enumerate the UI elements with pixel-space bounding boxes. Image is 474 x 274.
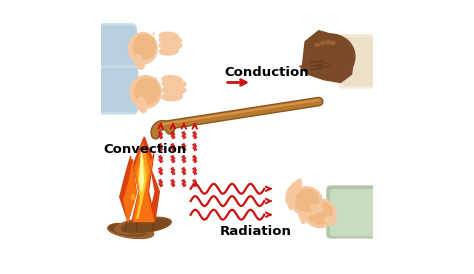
FancyBboxPatch shape bbox=[100, 27, 136, 69]
Ellipse shape bbox=[115, 217, 171, 234]
Ellipse shape bbox=[306, 58, 318, 74]
Ellipse shape bbox=[302, 197, 310, 213]
FancyBboxPatch shape bbox=[327, 186, 377, 238]
Ellipse shape bbox=[159, 42, 182, 50]
Ellipse shape bbox=[121, 219, 170, 233]
Ellipse shape bbox=[108, 224, 154, 239]
Polygon shape bbox=[132, 137, 155, 221]
Ellipse shape bbox=[109, 224, 147, 236]
Ellipse shape bbox=[304, 199, 336, 228]
FancyBboxPatch shape bbox=[97, 24, 136, 72]
Ellipse shape bbox=[291, 187, 322, 215]
Ellipse shape bbox=[299, 201, 307, 218]
FancyBboxPatch shape bbox=[343, 38, 376, 85]
Ellipse shape bbox=[288, 192, 295, 209]
Ellipse shape bbox=[307, 34, 355, 79]
Ellipse shape bbox=[326, 41, 331, 44]
Ellipse shape bbox=[162, 76, 182, 84]
Ellipse shape bbox=[133, 35, 155, 59]
Text: Convection: Convection bbox=[103, 143, 187, 156]
Polygon shape bbox=[124, 162, 136, 221]
Ellipse shape bbox=[311, 205, 323, 212]
FancyBboxPatch shape bbox=[339, 35, 376, 88]
Ellipse shape bbox=[159, 36, 182, 44]
Text: Radiation: Radiation bbox=[219, 225, 291, 238]
Polygon shape bbox=[133, 144, 154, 221]
FancyBboxPatch shape bbox=[330, 190, 376, 236]
Ellipse shape bbox=[286, 187, 293, 204]
Ellipse shape bbox=[162, 80, 186, 88]
Text: Conduction: Conduction bbox=[225, 66, 310, 79]
Ellipse shape bbox=[289, 182, 297, 199]
Ellipse shape bbox=[308, 202, 332, 224]
Ellipse shape bbox=[135, 55, 144, 69]
Polygon shape bbox=[120, 156, 136, 221]
Ellipse shape bbox=[330, 41, 336, 45]
Ellipse shape bbox=[137, 97, 147, 113]
Ellipse shape bbox=[162, 86, 186, 94]
Ellipse shape bbox=[135, 78, 159, 104]
Polygon shape bbox=[136, 149, 148, 220]
FancyBboxPatch shape bbox=[97, 66, 137, 114]
Ellipse shape bbox=[130, 76, 161, 109]
Ellipse shape bbox=[325, 217, 337, 224]
FancyBboxPatch shape bbox=[100, 69, 137, 111]
Ellipse shape bbox=[159, 32, 178, 40]
Ellipse shape bbox=[128, 33, 157, 64]
Ellipse shape bbox=[131, 195, 135, 199]
Ellipse shape bbox=[301, 206, 308, 223]
Ellipse shape bbox=[292, 179, 301, 196]
Ellipse shape bbox=[162, 93, 182, 101]
Ellipse shape bbox=[315, 43, 320, 47]
Ellipse shape bbox=[294, 189, 319, 212]
Ellipse shape bbox=[306, 194, 316, 210]
Polygon shape bbox=[300, 31, 354, 82]
Ellipse shape bbox=[320, 41, 325, 45]
Polygon shape bbox=[148, 170, 159, 221]
Polygon shape bbox=[137, 159, 146, 219]
Ellipse shape bbox=[159, 47, 178, 55]
Polygon shape bbox=[140, 151, 144, 192]
